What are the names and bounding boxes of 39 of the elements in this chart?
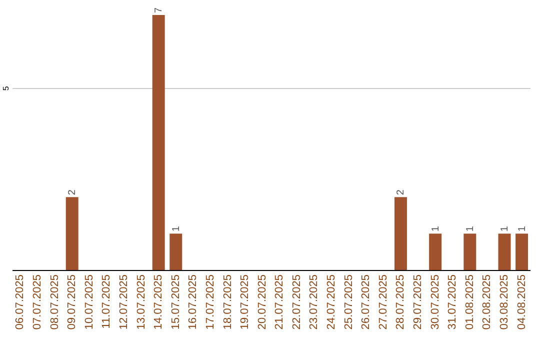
x-tick-label: 24.07.2025 [326,274,338,330]
data-label: 2 [67,189,78,196]
x-tick-label: 15.07.2025 [170,274,182,330]
x-tick-label: 04.08.2025 [516,274,528,330]
x-tick-label: 30.07.2025 [429,274,442,330]
x-tick-label: 26.07.2025 [360,274,372,330]
data-label: 2 [396,189,407,196]
x-tick-label: 08.07.2025 [48,274,61,330]
x-tick-label: 06.07.2025 [14,274,26,330]
x-tick-label: 07.07.2025 [32,274,44,330]
x-tick-label: 27.07.2025 [377,274,390,330]
data-label: 1 [499,226,510,232]
x-tick-label: 21.07.2025 [274,274,286,330]
x-tick-label: 28.07.2025 [394,274,407,330]
data-label: 1 [516,226,528,232]
x-tick-label: 19.07.2025 [239,274,252,330]
data-label: 7 [154,7,165,13]
x-tick-label: 03.08.2025 [498,274,510,330]
x-tick-label: 01.08.2025 [464,274,476,330]
data-label: 1 [430,226,442,232]
x-tick-label: 20.07.2025 [256,274,268,330]
y-tick-label: 5 [2,86,10,91]
x-tick-label: 14.07.2025 [152,274,165,330]
x-tick-label: 13.07.2025 [135,274,148,330]
x-tick-label: 25.07.2025 [342,274,355,330]
x-tick-label: 31.07.2025 [446,274,459,330]
x-tick-label: 29.07.2025 [412,274,424,330]
x-tick-label: 23.07.2025 [308,274,320,330]
data-label: 1 [464,226,476,232]
x-tick-label: 12.07.2025 [118,274,130,330]
x-tick-label: 18.07.2025 [222,274,234,330]
x-tick-label: 02.08.2025 [481,274,494,330]
x-tick-label: 17.07.2025 [204,274,216,330]
data-label: 1 [170,226,182,232]
x-tick-label: 10.07.2025 [83,274,96,330]
x-tick-label: 22.07.2025 [290,274,303,330]
x-tick-label: 09.07.2025 [66,274,78,330]
x-tick-label: 16.07.2025 [187,274,200,330]
x-tick-label: 11.07.2025 [100,274,113,329]
